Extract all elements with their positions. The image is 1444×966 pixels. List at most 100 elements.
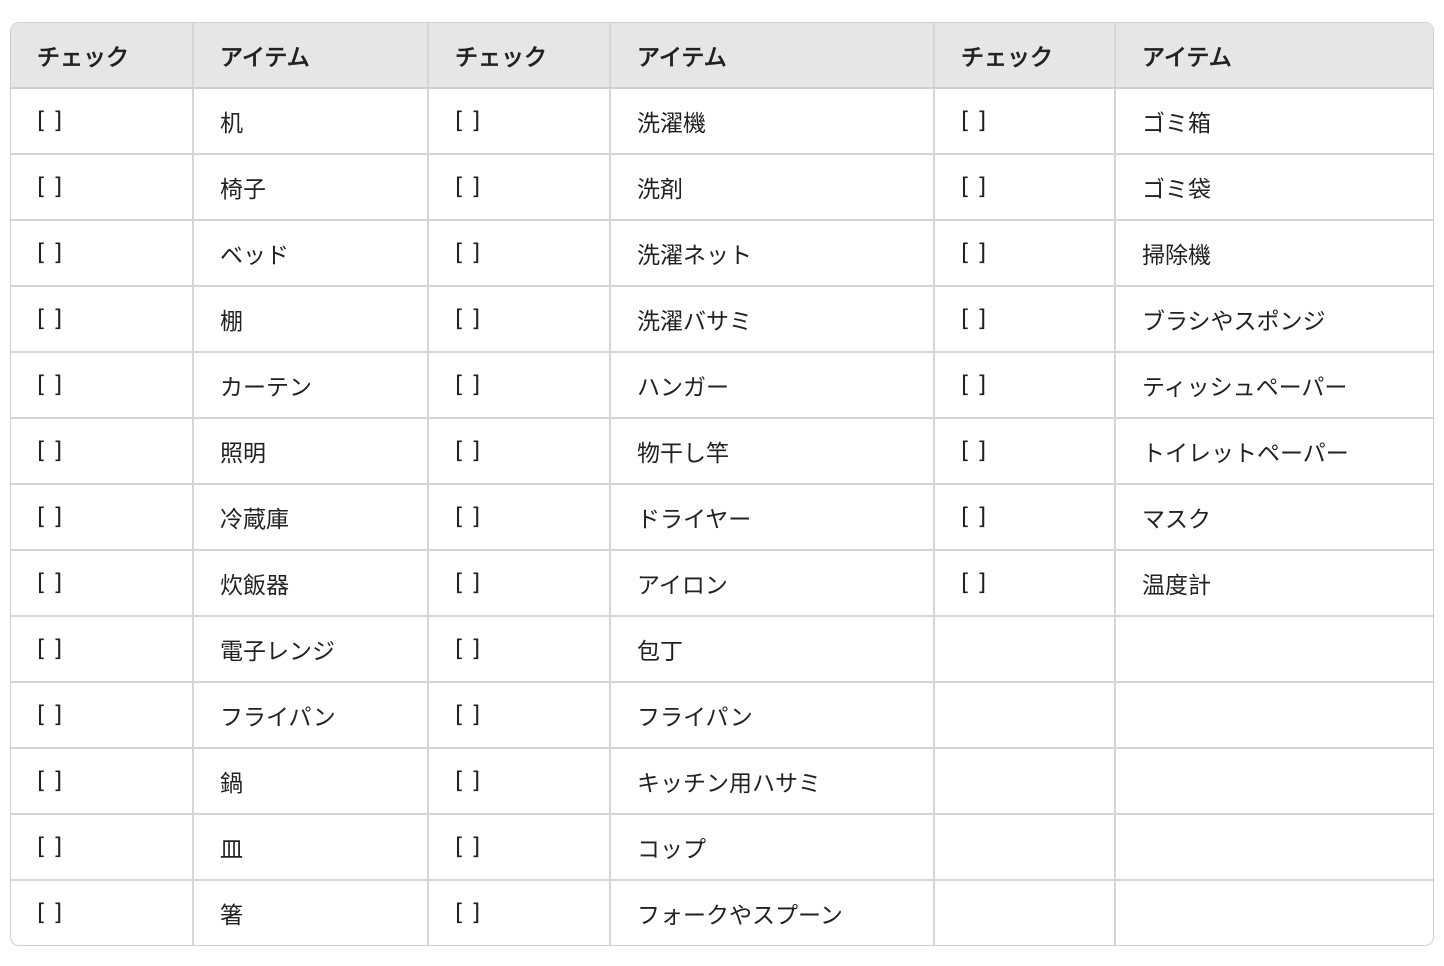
item-cell: カーテン — [193, 352, 429, 419]
checkbox-cell[interactable]: [ ] — [428, 154, 611, 221]
checkbox-cell — [934, 616, 1116, 683]
item-cell: 冷蔵庫 — [193, 484, 429, 551]
checkbox-cell[interactable]: [ ] — [934, 286, 1116, 353]
item-cell: ハンガー — [610, 352, 935, 419]
item-cell: ティッシュペーパー — [1115, 352, 1433, 419]
checkbox-cell — [934, 748, 1116, 815]
item-cell: 箸 — [193, 880, 429, 945]
item-cell: ゴミ箱 — [1115, 88, 1433, 155]
column-header-item: アイテム — [610, 23, 935, 89]
checkbox-cell[interactable]: [ ] — [934, 352, 1116, 419]
item-cell: 温度計 — [1115, 550, 1433, 617]
checkbox-cell[interactable]: [ ] — [428, 880, 611, 945]
item-cell: 皿 — [193, 814, 429, 881]
checkbox-cell[interactable]: [ ] — [11, 484, 194, 551]
table-row: [ ] 箸[ ] フォークやスプーン — [11, 880, 1433, 945]
checkbox-cell[interactable]: [ ] — [11, 880, 194, 945]
checkbox-cell[interactable]: [ ] — [11, 550, 194, 617]
item-cell: 電子レンジ — [193, 616, 429, 683]
item-cell: コップ — [610, 814, 935, 881]
checkbox-cell[interactable]: [ ] — [11, 286, 194, 353]
checkbox-cell[interactable]: [ ] — [934, 418, 1116, 485]
item-cell: ゴミ袋 — [1115, 154, 1433, 221]
checkbox-cell[interactable]: [ ] — [934, 88, 1116, 155]
item-cell: 棚 — [193, 286, 429, 353]
checkbox-cell[interactable]: [ ] — [11, 682, 194, 749]
column-header-check: チェック — [428, 23, 611, 89]
item-cell: 洗濯機 — [610, 88, 935, 155]
checkbox-cell[interactable]: [ ] — [428, 352, 611, 419]
table-row: [ ] 棚[ ] 洗濯バサミ[ ] ブラシやスポンジ — [11, 286, 1433, 353]
item-cell: 包丁 — [610, 616, 935, 683]
item-cell: キッチン用ハサミ — [610, 748, 935, 815]
checkbox-cell[interactable]: [ ] — [428, 682, 611, 749]
checkbox-cell[interactable]: [ ] — [428, 286, 611, 353]
checkbox-cell[interactable]: [ ] — [934, 154, 1116, 221]
checkbox-cell[interactable]: [ ] — [11, 748, 194, 815]
checkbox-cell[interactable]: [ ] — [934, 484, 1116, 551]
checkbox-cell[interactable]: [ ] — [428, 484, 611, 551]
item-cell — [1115, 814, 1433, 881]
item-cell: ドライヤー — [610, 484, 935, 551]
item-cell: 洗剤 — [610, 154, 935, 221]
header-row: チェック アイテム チェック アイテム チェック アイテム — [11, 23, 1433, 89]
table-row: [ ] 電子レンジ[ ] 包丁 — [11, 616, 1433, 683]
checklist-table: チェック アイテム チェック アイテム チェック アイテム [ ] 机[ ] 洗濯機[ ] ゴミ… — [11, 23, 1433, 945]
table-row: [ ] 皿[ ] コップ — [11, 814, 1433, 881]
checkbox-cell[interactable]: [ ] — [428, 550, 611, 617]
table-row: [ ] フライパン[ ] フライパン — [11, 682, 1433, 749]
item-cell: 照明 — [193, 418, 429, 485]
checkbox-cell[interactable]: [ ] — [934, 550, 1116, 617]
table-row: [ ] 椅子[ ] 洗剤[ ] ゴミ袋 — [11, 154, 1433, 221]
item-cell: マスク — [1115, 484, 1433, 551]
item-cell — [1115, 616, 1433, 683]
item-cell — [1115, 682, 1433, 749]
item-cell: 鍋 — [193, 748, 429, 815]
item-cell — [1115, 880, 1433, 945]
item-cell: トイレットペーパー — [1115, 418, 1433, 485]
checkbox-cell — [934, 814, 1116, 881]
item-cell: アイロン — [610, 550, 935, 617]
checkbox-cell[interactable]: [ ] — [11, 154, 194, 221]
checkbox-cell[interactable]: [ ] — [428, 748, 611, 815]
checkbox-cell[interactable]: [ ] — [11, 418, 194, 485]
checkbox-cell[interactable]: [ ] — [11, 814, 194, 881]
table-row: [ ] カーテン[ ] ハンガー[ ] ティッシュペーパー — [11, 352, 1433, 419]
checkbox-cell[interactable]: [ ] — [428, 220, 611, 287]
item-cell: 物干し竿 — [610, 418, 935, 485]
item-cell: 洗濯ネット — [610, 220, 935, 287]
item-cell: フォークやスプーン — [610, 880, 935, 945]
checkbox-cell[interactable]: [ ] — [428, 88, 611, 155]
checkbox-cell — [934, 682, 1116, 749]
item-cell — [1115, 748, 1433, 815]
checkbox-cell[interactable]: [ ] — [428, 418, 611, 485]
checkbox-cell[interactable]: [ ] — [11, 220, 194, 287]
item-cell: フライパン — [193, 682, 429, 749]
item-cell: 洗濯バサミ — [610, 286, 935, 353]
checkbox-cell[interactable]: [ ] — [11, 88, 194, 155]
column-header-item: アイテム — [193, 23, 429, 89]
checkbox-cell[interactable]: [ ] — [934, 220, 1116, 287]
item-cell: フライパン — [610, 682, 935, 749]
table-row: [ ] 鍋[ ] キッチン用ハサミ — [11, 748, 1433, 815]
item-cell: 炊飯器 — [193, 550, 429, 617]
table-row: [ ] 机[ ] 洗濯機[ ] ゴミ箱 — [11, 88, 1433, 155]
column-header-item: アイテム — [1115, 23, 1433, 89]
table-row: [ ] 冷蔵庫[ ] ドライヤー[ ] マスク — [11, 484, 1433, 551]
item-cell: 掃除機 — [1115, 220, 1433, 287]
item-cell: 椅子 — [193, 154, 429, 221]
table-row: [ ] ベッド[ ] 洗濯ネット[ ] 掃除機 — [11, 220, 1433, 287]
item-cell: ブラシやスポンジ — [1115, 286, 1433, 353]
item-cell: 机 — [193, 88, 429, 155]
table-row: [ ] 照明[ ] 物干し竿[ ] トイレットペーパー — [11, 418, 1433, 485]
checkbox-cell[interactable]: [ ] — [11, 616, 194, 683]
item-cell: ベッド — [193, 220, 429, 287]
checkbox-cell[interactable]: [ ] — [428, 814, 611, 881]
checklist-table-container: チェック アイテム チェック アイテム チェック アイテム [ ] 机[ ] 洗濯機[ ] ゴミ… — [10, 22, 1434, 946]
checkbox-cell[interactable]: [ ] — [11, 352, 194, 419]
checkbox-cell — [934, 880, 1116, 945]
checkbox-cell[interactable]: [ ] — [428, 616, 611, 683]
column-header-check: チェック — [934, 23, 1116, 89]
table-row: [ ] 炊飯器[ ] アイロン[ ] 温度計 — [11, 550, 1433, 617]
column-header-check: チェック — [11, 23, 194, 89]
